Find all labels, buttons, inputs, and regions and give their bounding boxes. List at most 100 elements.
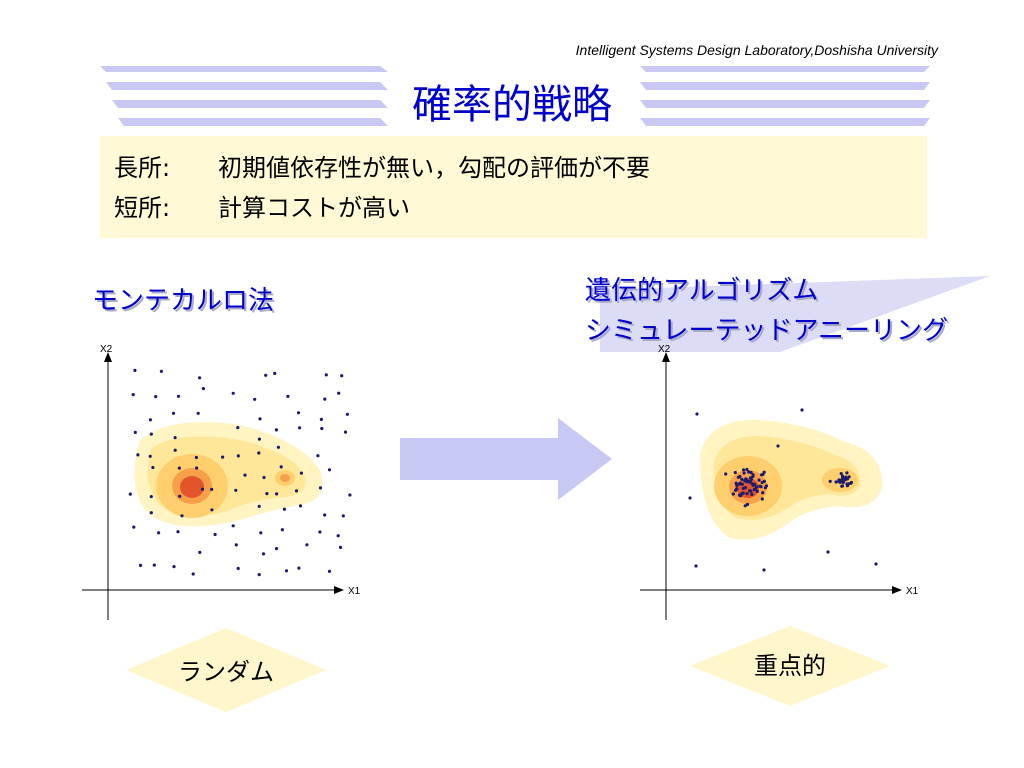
sample-point xyxy=(740,477,744,481)
right-y-axis-label: X2 xyxy=(658,344,671,355)
sample-point xyxy=(751,474,755,479)
sample-point xyxy=(133,368,137,372)
sample-point xyxy=(749,489,753,493)
lab-name: Intelligent Systems Design Laboratory,Do… xyxy=(575,42,938,58)
right-x-axis-label: X1 xyxy=(906,586,919,597)
sample-point xyxy=(159,369,163,373)
sample-point xyxy=(305,543,309,547)
sample-point xyxy=(234,488,238,492)
sample-point xyxy=(755,489,759,493)
sample-point xyxy=(296,411,301,415)
genetic-algorithm-heading: 遺伝的アルゴリズム xyxy=(585,276,819,306)
sample-point xyxy=(776,444,780,448)
sample-point xyxy=(338,545,343,550)
simulated-annealing-heading: シミュレーテッドアニーリング xyxy=(585,316,948,346)
sample-point xyxy=(221,455,225,459)
sample-point xyxy=(733,470,737,475)
sample-point xyxy=(178,494,182,498)
sample-point xyxy=(148,454,152,458)
left-x-arrowhead xyxy=(334,586,344,594)
sample-point xyxy=(262,475,266,480)
focused-label: 重点的 xyxy=(754,652,826,680)
sample-point xyxy=(755,485,759,489)
sample-point xyxy=(274,428,278,432)
sample-point xyxy=(273,371,277,375)
sample-point xyxy=(749,470,753,475)
sample-point xyxy=(738,481,742,485)
sample-point xyxy=(298,504,303,508)
sample-point xyxy=(316,454,320,458)
sample-point xyxy=(745,467,749,472)
sample-point xyxy=(152,563,156,567)
right-sample-points xyxy=(688,408,878,572)
heading-banner xyxy=(600,276,990,352)
sample-point xyxy=(173,448,177,452)
sample-point xyxy=(195,466,199,470)
sample-point xyxy=(149,495,153,499)
sample-point xyxy=(259,531,263,535)
sample-point xyxy=(157,531,161,535)
sample-point xyxy=(264,373,268,377)
sample-point xyxy=(151,465,155,470)
sample-point xyxy=(201,387,205,391)
sample-point xyxy=(280,528,284,532)
sample-point xyxy=(736,475,741,479)
sample-point xyxy=(688,496,692,500)
sample-point xyxy=(758,484,762,488)
sample-point xyxy=(176,394,181,398)
sample-point xyxy=(323,513,327,517)
sample-point xyxy=(745,502,750,507)
sample-point xyxy=(845,484,850,488)
sample-point xyxy=(327,468,332,472)
sample-point xyxy=(844,475,848,479)
sample-point xyxy=(236,454,240,458)
sample-point xyxy=(253,397,257,401)
sample-point xyxy=(323,397,327,401)
sample-point xyxy=(741,468,746,472)
sample-point xyxy=(236,566,240,571)
sample-point xyxy=(318,486,323,490)
sample-point xyxy=(257,437,261,441)
right-axes xyxy=(640,355,898,620)
sample-point xyxy=(828,479,832,483)
right-y-arrowhead xyxy=(662,352,670,362)
sample-point xyxy=(265,492,269,496)
sample-point xyxy=(210,508,214,512)
sample-point xyxy=(762,568,766,572)
sample-point xyxy=(275,492,279,496)
sample-point xyxy=(198,376,202,380)
sample-point xyxy=(745,492,749,496)
sample-point xyxy=(318,530,322,534)
sample-point xyxy=(231,391,235,395)
sample-point xyxy=(834,480,838,484)
sample-point xyxy=(324,373,328,377)
sample-point xyxy=(838,480,842,484)
sample-point xyxy=(261,552,266,556)
sample-point xyxy=(132,525,136,529)
sample-point xyxy=(131,393,135,397)
sample-point xyxy=(136,453,140,457)
right-label-diamond xyxy=(690,626,890,706)
sample-point xyxy=(327,569,332,573)
sample-point xyxy=(840,484,844,488)
sample-point xyxy=(745,480,749,484)
sample-point xyxy=(841,474,845,478)
sample-point xyxy=(751,483,755,487)
sample-point xyxy=(747,470,751,474)
sample-point xyxy=(299,471,303,475)
sample-point xyxy=(133,430,137,434)
sample-point xyxy=(236,426,240,430)
random-label: ランダム xyxy=(178,658,274,686)
left-y-arrowhead xyxy=(104,352,112,362)
sample-point xyxy=(764,484,769,488)
summary-box: 長所: 初期値依存性が無い，勾配の評価が不要 短所: 計算コストが高い xyxy=(100,136,927,238)
sample-point xyxy=(744,477,748,481)
sample-point xyxy=(750,492,754,496)
sample-point xyxy=(741,486,745,490)
sample-point xyxy=(279,465,283,469)
sample-point xyxy=(276,445,280,449)
sample-point xyxy=(748,479,752,483)
sample-point xyxy=(176,530,180,534)
sample-point xyxy=(198,550,202,555)
